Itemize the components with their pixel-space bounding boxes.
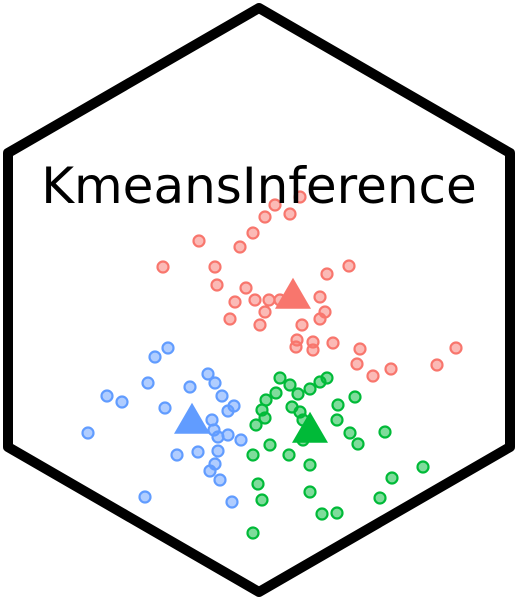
cluster-3-point [378, 425, 392, 439]
cluster-1-point [293, 190, 307, 204]
cluster-3-point [269, 386, 283, 400]
cluster-2-point [141, 376, 155, 390]
logo-title: KmeansInference [41, 157, 477, 215]
cluster-2-point [148, 350, 162, 364]
cluster-2-point [225, 495, 239, 509]
cluster-3-point [385, 471, 399, 485]
cluster-3-point [246, 448, 260, 462]
cluster-3-point [320, 371, 334, 385]
cluster-1-point [366, 369, 380, 383]
cluster-1-point [283, 207, 297, 221]
cluster-1-point [350, 357, 364, 371]
cluster-1-point [313, 290, 327, 304]
cluster-1-point [353, 342, 367, 356]
cluster-1-point [262, 293, 276, 307]
cluster-3-point [255, 493, 269, 507]
cluster-1-point [268, 198, 282, 212]
cluster-2-point [234, 433, 248, 447]
cluster-1-point [289, 340, 303, 354]
cluster-1-point [248, 293, 262, 307]
cluster-2-point [221, 404, 235, 418]
cluster-3-point [331, 398, 345, 412]
cluster-1-point [306, 343, 320, 357]
cluster-2-point [213, 473, 227, 487]
cluster-2-point [170, 448, 184, 462]
cluster-1-point [449, 341, 463, 355]
cluster-1-point [295, 318, 309, 332]
cluster-2-point [115, 395, 129, 409]
cluster-3-point [246, 526, 260, 540]
cluster-1-point [210, 278, 224, 292]
cluster-3-point [315, 507, 329, 521]
cluster-1-point [342, 259, 356, 273]
cluster-1-point [313, 312, 327, 326]
cluster-2-point [81, 426, 95, 440]
cluster-3-point [416, 460, 430, 474]
cluster-1-point [233, 240, 247, 254]
cluster-1-point [246, 226, 260, 240]
cluster-3-point [330, 413, 344, 427]
cluster-1-point [239, 281, 253, 295]
cluster-2-point [138, 490, 152, 504]
cluster-2-point [201, 367, 215, 381]
cluster-2-point [191, 445, 205, 459]
cluster-1-point [156, 260, 170, 274]
cluster-2-centroid [174, 402, 210, 434]
cluster-3-point [303, 382, 317, 396]
cluster-1-point [258, 305, 272, 319]
cluster-1-point [223, 312, 237, 326]
cluster-2-point [203, 464, 217, 478]
cluster-3-point [330, 506, 344, 520]
cluster-1-point [384, 362, 398, 376]
cluster-2-point [183, 380, 197, 394]
cluster-3-point [351, 437, 365, 451]
cluster-3-centroid [292, 411, 328, 443]
cluster-1-point [326, 336, 340, 350]
cluster-3-point [251, 477, 265, 491]
cluster-3-point [273, 371, 287, 385]
cluster-scatter-plot [81, 190, 463, 540]
cluster-3-point [291, 387, 305, 401]
cluster-3-point [282, 448, 296, 462]
cluster-3-point [343, 426, 357, 440]
cluster-3-point [348, 390, 362, 404]
cluster-2-point [161, 341, 175, 355]
cluster-2-point [158, 401, 172, 415]
cluster-1-point [320, 267, 334, 281]
cluster-3-point [303, 485, 317, 499]
cluster-1-point [253, 318, 267, 332]
cluster-3-point [249, 418, 263, 432]
cluster-1-point [208, 260, 222, 274]
cluster-3-point [303, 458, 317, 472]
cluster-2-point [221, 428, 235, 442]
cluster-2-point [208, 376, 222, 390]
cluster-1-centroid [275, 277, 311, 309]
cluster-3-point [373, 491, 387, 505]
cluster-2-point [211, 444, 225, 458]
cluster-2-point [215, 389, 229, 403]
cluster-1-point [258, 210, 272, 224]
cluster-1-point [430, 358, 444, 372]
cluster-3-point [283, 378, 297, 392]
cluster-3-point [258, 411, 272, 425]
cluster-3-point [263, 438, 277, 452]
cluster-1-point [228, 295, 242, 309]
cluster-2-point [100, 389, 114, 403]
cluster-1-point [192, 234, 206, 248]
